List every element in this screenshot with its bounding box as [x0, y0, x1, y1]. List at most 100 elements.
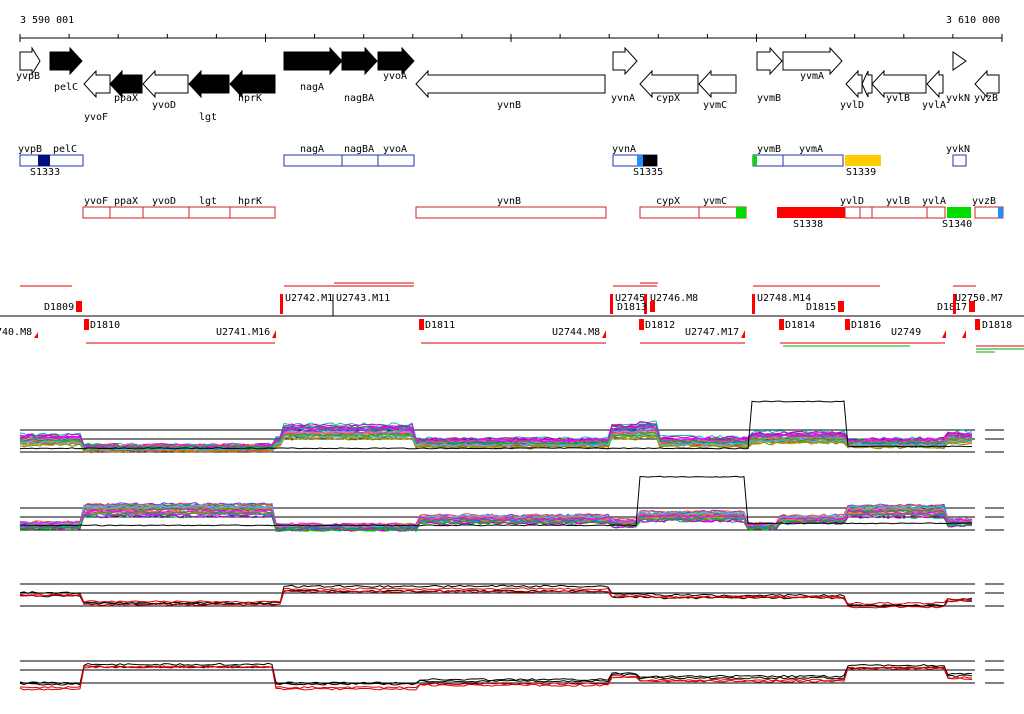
svg-text:yvkN: yvkN	[946, 144, 970, 155]
svg-text:yvoA: yvoA	[383, 71, 407, 82]
svg-text:lgt: lgt	[199, 196, 217, 207]
svg-text:yvnA: yvnA	[612, 144, 636, 155]
svg-text:hprK: hprK	[238, 196, 262, 207]
svg-text:yvnA: yvnA	[611, 93, 635, 104]
svg-text:yvoA: yvoA	[383, 144, 407, 155]
site-S1333: S1333	[30, 167, 60, 178]
gene-track: yvpB pelC nagA nagBA yvoA yvnA yvmB yvm	[16, 46, 1000, 123]
svg-text:D1810: D1810	[90, 320, 120, 331]
svg-text:yvnB: yvnB	[497, 100, 521, 111]
svg-text:D1818: D1818	[982, 320, 1012, 331]
gene-yvoA[interactable]: yvoA	[377, 46, 415, 82]
svg-text:nagBA: nagBA	[344, 93, 374, 104]
expression-panel-3	[19, 583, 1004, 609]
gene-yvmC[interactable]: yvmC	[698, 69, 737, 111]
site-S1335: S1335	[633, 167, 663, 178]
expression-panel-2	[19, 475, 1004, 533]
operon-track-blue: yvpB pelC S1333 nagA nagBA yvoA yvnA S13…	[18, 144, 970, 178]
svg-text:yvzB: yvzB	[974, 93, 998, 104]
gene-pelC[interactable]: pelC	[49, 46, 83, 93]
gene-lgt[interactable]: lgt	[188, 69, 230, 123]
svg-text:yvoD: yvoD	[152, 100, 176, 111]
svg-text:nagA: nagA	[300, 82, 324, 93]
expression-panel-4	[19, 660, 1004, 691]
svg-text:U2747.M17: U2747.M17	[685, 327, 739, 338]
svg-text:yvlB: yvlB	[886, 196, 910, 207]
svg-text:yvzB: yvzB	[972, 196, 996, 207]
gene-yvzB[interactable]: yvzB	[974, 69, 1000, 104]
gene-yvpB[interactable]: yvpB	[16, 46, 41, 82]
gene-yvlB[interactable]: yvlB	[871, 69, 927, 104]
svg-text:D1813: D1813	[617, 302, 647, 313]
svg-text:pelC: pelC	[53, 144, 77, 155]
svg-text:nagBA: nagBA	[344, 144, 374, 155]
svg-text:D1815: D1815	[806, 302, 836, 313]
site-S1340: S1340	[942, 219, 972, 230]
gene-nagBA[interactable]: nagBA	[341, 46, 378, 104]
svg-text:yvmA: yvmA	[799, 144, 823, 155]
svg-text:yvmA: yvmA	[800, 71, 824, 82]
gene-hprK[interactable]: hprK	[229, 69, 276, 104]
svg-text:D1812: D1812	[645, 320, 675, 331]
svg-text:U2742.M1: U2742.M1	[285, 293, 333, 304]
svg-text:yvlD: yvlD	[840, 196, 864, 207]
svg-text:yvlD: yvlD	[840, 100, 864, 111]
svg-text:yvpB: yvpB	[16, 71, 40, 82]
gene-yvoD[interactable]: yvoD	[142, 69, 189, 111]
site-S1338: S1338	[793, 219, 823, 230]
gene-yvnA[interactable]: yvnA	[611, 46, 638, 104]
svg-text:hprK: hprK	[238, 93, 262, 104]
svg-text:nagA: nagA	[300, 144, 324, 155]
segment-track: D1809 U2742.M1 U2743.M11 U2745 U2746.M8 …	[0, 282, 1024, 353]
site-S1339: S1339	[846, 167, 876, 178]
gene-yvmB[interactable]: yvmB	[756, 46, 783, 104]
svg-text:yvmC: yvmC	[703, 100, 727, 111]
svg-text:U2743.M11: U2743.M11	[336, 293, 390, 304]
ruler-end-label: 3 610 000	[946, 15, 1000, 26]
svg-text:U2744.M8: U2744.M8	[552, 327, 600, 338]
gene-ppaX[interactable]: ppaX	[109, 69, 143, 104]
svg-text:yvlA: yvlA	[922, 196, 946, 207]
svg-text:U2745: U2745	[615, 293, 645, 304]
gene-cypX[interactable]: cypX	[639, 69, 699, 104]
svg-text:cypX: cypX	[656, 196, 680, 207]
svg-text:yvkN: yvkN	[946, 93, 970, 104]
svg-text:yvoF: yvoF	[84, 196, 108, 207]
gene-yvlD[interactable]: yvlD	[840, 69, 873, 111]
svg-text:yvmB: yvmB	[757, 144, 781, 155]
svg-text:D1814: D1814	[785, 320, 815, 331]
svg-text:U2746.M8: U2746.M8	[650, 293, 698, 304]
gene-yvkN[interactable]: yvkN	[946, 51, 970, 104]
svg-text:D1809: D1809	[44, 302, 74, 313]
expression-panel-1	[19, 400, 1004, 454]
svg-text:yvoD: yvoD	[152, 196, 176, 207]
gene-yvlA[interactable]: yvlA	[922, 69, 946, 111]
svg-text:pelC: pelC	[54, 82, 78, 93]
svg-text:U2748.M14: U2748.M14	[757, 293, 811, 304]
svg-text:yvmB: yvmB	[757, 93, 781, 104]
svg-text:U2750.M7: U2750.M7	[955, 293, 1003, 304]
gene-yvoF[interactable]: yvoF	[83, 69, 111, 123]
svg-text:D1816: D1816	[851, 320, 881, 331]
coordinate-ruler: 3 590 001 3 610 000	[19, 15, 1003, 42]
svg-text:yvoF: yvoF	[84, 112, 108, 123]
svg-text:740.M8: 740.M8	[0, 327, 32, 338]
svg-text:yvmC: yvmC	[703, 196, 727, 207]
svg-text:ppaX: ppaX	[114, 196, 138, 207]
svg-text:ppaX: ppaX	[114, 93, 138, 104]
svg-text:D1811: D1811	[425, 320, 455, 331]
gene-nagA[interactable]: nagA	[283, 46, 343, 93]
svg-text:yvnB: yvnB	[497, 196, 521, 207]
gene-yvmA[interactable]: yvmA	[782, 46, 843, 82]
ruler-start-label: 3 590 001	[20, 15, 74, 26]
svg-text:lgt: lgt	[199, 112, 217, 123]
svg-text:U2749: U2749	[891, 327, 921, 338]
operon-track-red: yvoF ppaX yvoD lgt hprK yvnB cypX yvmC S…	[82, 196, 1004, 230]
svg-text:yvlA: yvlA	[922, 100, 946, 111]
svg-text:yvlB: yvlB	[886, 93, 910, 104]
svg-text:U2741.M16: U2741.M16	[216, 327, 270, 338]
gene-yvnB[interactable]: yvnB	[415, 69, 606, 111]
svg-text:cypX: cypX	[656, 93, 680, 104]
svg-text:D1817: D1817	[937, 302, 967, 313]
